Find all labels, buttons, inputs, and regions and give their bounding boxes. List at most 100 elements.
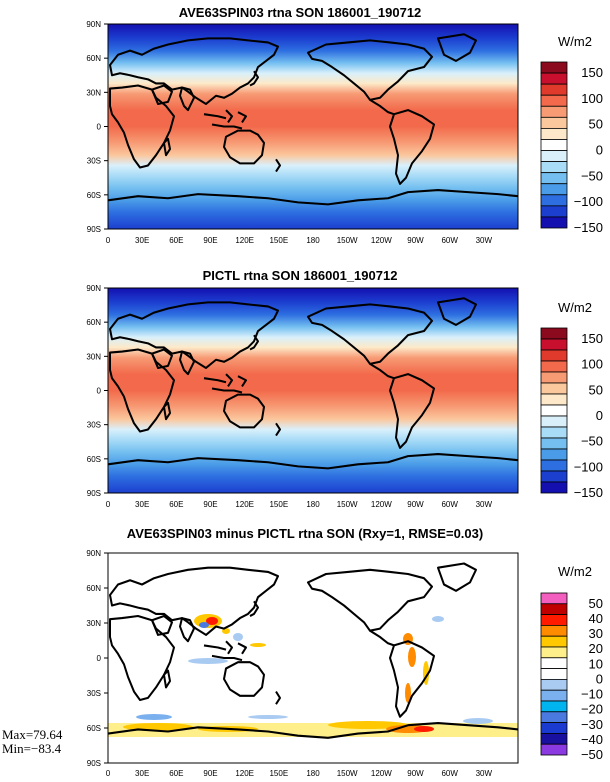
panel-1-colorbar: 150 100 50 0 −50 −100 −150: [540, 61, 603, 235]
colorbar-swatch: [540, 382, 568, 395]
lon-label: 120W: [371, 500, 392, 509]
colorbar-swatch: [540, 116, 568, 129]
colorbar-swatch: [540, 743, 568, 756]
lon-label: 150W: [337, 500, 358, 509]
lon-label: 30W: [476, 236, 493, 245]
lon-label: 60W: [441, 769, 458, 778]
colorbar-swatch: [540, 61, 568, 74]
lon-label: 60E: [169, 769, 183, 778]
lat-label: 60N: [86, 584, 101, 593]
lat-label: 90S: [87, 225, 101, 234]
lon-label: 0: [106, 500, 111, 509]
colorbar-swatch: [540, 448, 568, 461]
colorbar-label: −50: [581, 434, 603, 449]
colorbar-swatch: [540, 625, 568, 637]
colorbar-swatch: [540, 172, 568, 185]
panel-2: PICTL rtna SON 186001_190712 90N 60N 30N 0 3…: [86, 268, 603, 509]
lon-label: 120E: [235, 236, 254, 245]
lon-label: 30W: [476, 500, 493, 509]
colorbar-label: −50: [581, 168, 603, 183]
colorbar-label: −40: [581, 732, 603, 747]
panel-2-units: W/m2: [558, 300, 592, 315]
lon-label: 180: [306, 236, 320, 245]
lon-label: 150W: [337, 236, 358, 245]
lon-label: 180: [306, 769, 320, 778]
lon-label: 90W: [407, 236, 424, 245]
panel-2-title: PICTL rtna SON 186001_190712: [203, 268, 398, 283]
lon-label: 120E: [235, 500, 254, 509]
colorbar-swatch: [540, 733, 568, 745]
panel-2-lon-ticks: 0 30E 60E 90E 120E 150E 180 150W 120W 90W 60W 30W: [106, 500, 493, 509]
colorbar-swatch: [540, 470, 568, 483]
lat-label: 90S: [87, 759, 101, 768]
lon-label: 120E: [235, 769, 254, 778]
colorbar-swatch: [540, 657, 568, 669]
lon-label: 150E: [269, 236, 288, 245]
colorbar-swatch: [540, 711, 568, 723]
colorbar-label: 20: [589, 641, 603, 656]
lon-label: 120W: [371, 236, 392, 245]
colorbar-swatch: [540, 722, 568, 734]
lon-label: 150E: [269, 769, 288, 778]
colorbar-swatch: [540, 83, 568, 96]
colorbar-label: 150: [581, 65, 603, 80]
min-label: Min=−83.4: [2, 741, 62, 756]
colorbar-swatch: [540, 614, 568, 626]
max-label: Max=79.64: [2, 727, 63, 742]
colorbar-swatch: [540, 349, 568, 362]
colorbar-swatch: [540, 194, 568, 207]
colorbar-label: −100: [574, 459, 603, 474]
lat-label: 90N: [86, 20, 101, 29]
lat-label: 90S: [87, 489, 101, 498]
colorbar-swatch: [540, 72, 568, 85]
lon-label: 60W: [441, 236, 458, 245]
colorbar-label: 100: [581, 357, 603, 372]
panel-2-map: [107, 287, 519, 494]
colorbar-swatch: [540, 105, 568, 118]
lon-label: 30W: [476, 769, 493, 778]
lat-label: 30S: [87, 421, 101, 430]
lat-label: 60S: [87, 455, 101, 464]
colorbar-swatch: [540, 415, 568, 428]
lon-label: 180: [306, 500, 320, 509]
lat-label: 90N: [86, 284, 101, 293]
lat-label: 60N: [86, 54, 101, 63]
panel-3-lon-ticks: 0 30E 60E 90E 120E 150E 180 150W 120W 90W 60W 30W: [106, 769, 493, 778]
colorbar-label: 100: [581, 91, 603, 106]
colorbar-swatch: [540, 459, 568, 472]
panel-2-colorbar: 150 100 50 0 −50 −100 −150: [540, 327, 603, 500]
lat-label: 0: [97, 654, 102, 663]
lon-label: 150W: [337, 769, 358, 778]
colorbar-swatch: [540, 646, 568, 659]
colorbar-swatch: [540, 404, 568, 417]
lon-label: 90W: [407, 769, 424, 778]
panel-3-title: AVE63SPIN03 minus PICTL rtna SON (Rxy=1,…: [127, 526, 483, 541]
colorbar-swatch: [540, 94, 568, 107]
lon-label: 90E: [203, 769, 217, 778]
lon-label: 120W: [371, 769, 392, 778]
colorbar-label: 150: [581, 331, 603, 346]
panel-3: AVE63SPIN03 minus PICTL rtna SON (Rxy=1,…: [2, 526, 603, 778]
panel-1-lon-ticks: 0 30E 60E 90E 120E 150E 180 150W 120W 90W 60W 30W: [106, 236, 493, 245]
colorbar-label: −20: [581, 702, 603, 717]
colorbar-swatch: [540, 150, 568, 163]
colorbar-swatch: [540, 668, 568, 680]
lat-label: 0: [97, 123, 102, 132]
panel-3-units: W/m2: [558, 564, 592, 579]
panel-2-lat-ticks: 90N 60N 30N 0 30S 60S 90S: [86, 284, 108, 498]
colorbar-swatch: [540, 635, 568, 648]
lat-label: 30N: [86, 88, 101, 97]
colorbar-swatch: [540, 371, 568, 384]
lon-label: 30E: [135, 236, 149, 245]
panel-1-map: [107, 23, 519, 230]
colorbar-swatch: [540, 338, 568, 351]
colorbar-swatch: [540, 426, 568, 439]
panel-1-units: W/m2: [558, 34, 592, 49]
colorbar-label: 40: [589, 611, 603, 626]
colorbar-label: 0: [596, 671, 603, 686]
lat-label: 30N: [86, 619, 101, 628]
panel-3-map: [107, 552, 519, 764]
panel-3-lat-ticks: 90N 60N 30N 0 30S 60S 90S: [86, 549, 108, 768]
colorbar-label: −30: [581, 717, 603, 732]
